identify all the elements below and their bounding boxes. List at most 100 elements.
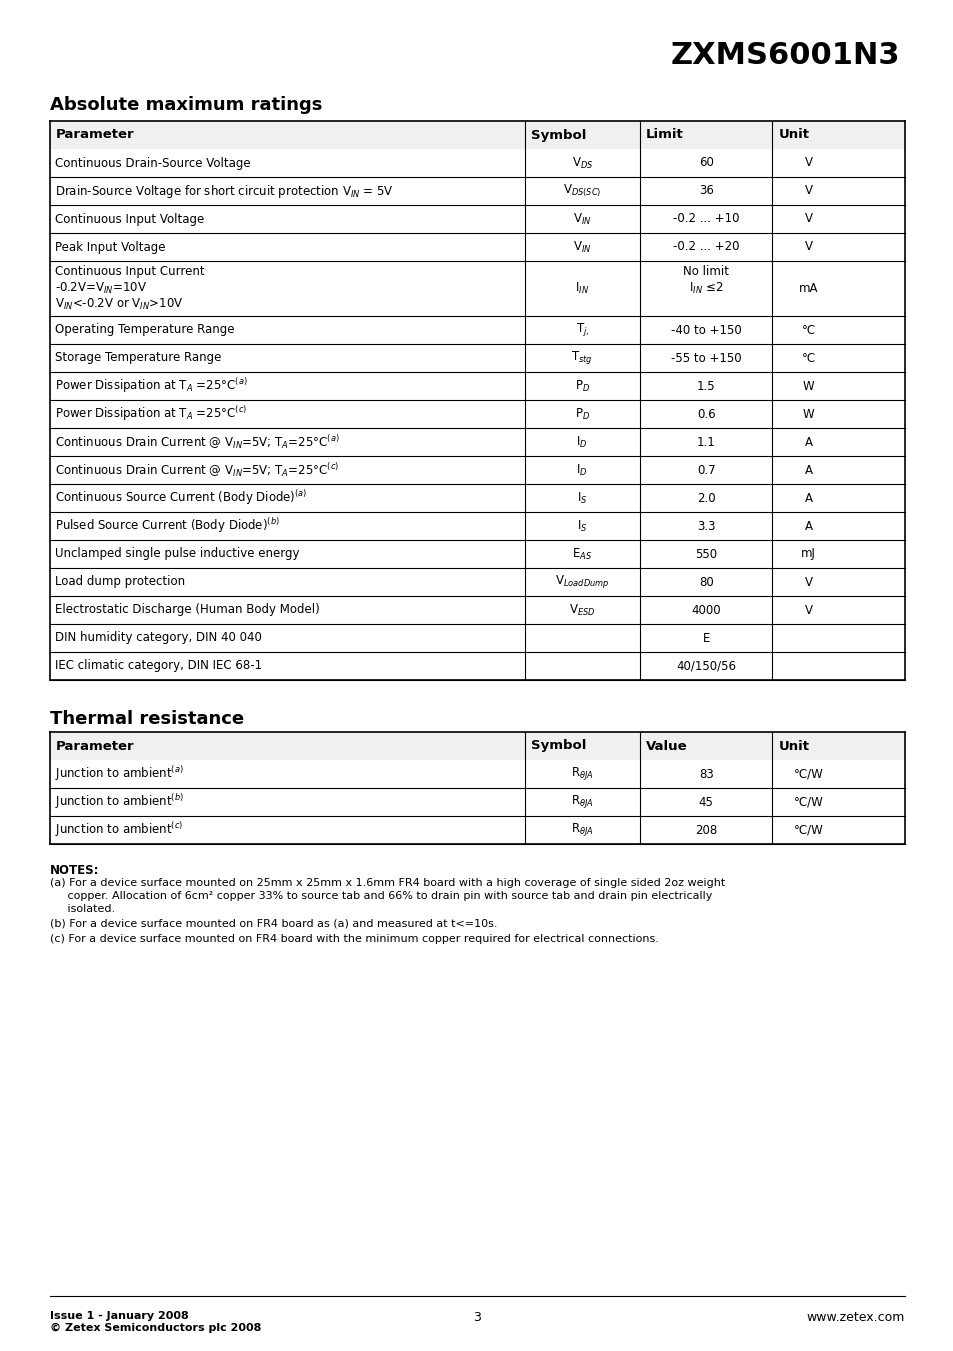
Bar: [50, 732, 904, 761]
Text: A: A: [804, 463, 812, 477]
Text: No limit: No limit: [682, 265, 728, 278]
Text: V$_{DS(SC)}$: V$_{DS(SC)}$: [562, 182, 600, 199]
Text: I$_{D}$: I$_{D}$: [576, 435, 587, 450]
Text: (a) For a device surface mounted on 25mm x 25mm x 1.6mm FR4 board with a high co: (a) For a device surface mounted on 25mm…: [50, 878, 724, 888]
Text: 1.5: 1.5: [697, 380, 715, 393]
Text: I$_{S}$: I$_{S}$: [577, 519, 587, 534]
Text: T$_{j,}$: T$_{j,}$: [575, 322, 588, 339]
Text: Junction to ambient$^{(a)}$: Junction to ambient$^{(a)}$: [55, 765, 184, 784]
Text: Junction to ambient$^{(c)}$: Junction to ambient$^{(c)}$: [55, 820, 183, 839]
Text: -0.2 ... +10: -0.2 ... +10: [672, 212, 739, 226]
Text: A: A: [804, 492, 812, 504]
Text: 0.6: 0.6: [697, 408, 715, 420]
Text: DIN humidity category, DIN 40 040: DIN humidity category, DIN 40 040: [55, 631, 262, 644]
Text: I$_{IN}$ ≤2: I$_{IN}$ ≤2: [688, 281, 722, 296]
Text: Continuous Source Current (Body Diode)$^{(a)}$: Continuous Source Current (Body Diode)$^…: [55, 489, 307, 508]
Text: E: E: [701, 631, 709, 644]
Text: Electrostatic Discharge (Human Body Model): Electrostatic Discharge (Human Body Mode…: [55, 604, 319, 616]
Text: Junction to ambient$^{(b)}$: Junction to ambient$^{(b)}$: [55, 793, 184, 812]
Text: Unit: Unit: [778, 128, 809, 142]
Text: IEC climatic category, DIN IEC 68-1: IEC climatic category, DIN IEC 68-1: [55, 659, 262, 673]
Text: Value: Value: [645, 739, 687, 753]
Text: 208: 208: [695, 824, 717, 836]
Text: V: V: [804, 576, 812, 589]
Text: (b) For a device surface mounted on FR4 board as (a) and measured at t<=10s.: (b) For a device surface mounted on FR4 …: [50, 919, 497, 929]
Text: R$_{θJA}$: R$_{θJA}$: [570, 821, 593, 839]
Text: Unit: Unit: [778, 739, 809, 753]
Text: 60: 60: [698, 157, 713, 169]
Text: Storage Temperature Range: Storage Temperature Range: [55, 351, 221, 365]
Text: V: V: [804, 604, 812, 616]
Text: mJ: mJ: [801, 547, 816, 561]
Text: 550: 550: [695, 547, 717, 561]
Text: 83: 83: [699, 767, 713, 781]
Text: Drain-Source Voltage for short circuit protection V$_{IN}$ = 5V: Drain-Source Voltage for short circuit p…: [55, 182, 394, 200]
Text: V: V: [804, 240, 812, 254]
Text: -40 to +150: -40 to +150: [670, 323, 740, 336]
Text: P$_{D}$: P$_{D}$: [574, 407, 589, 422]
Text: V$_{DS}$: V$_{DS}$: [571, 155, 593, 170]
Text: Load dump protection: Load dump protection: [55, 576, 185, 589]
Text: V: V: [804, 185, 812, 197]
Text: 4000: 4000: [691, 604, 720, 616]
Text: °C/W: °C/W: [793, 824, 822, 836]
Text: -55 to +150: -55 to +150: [670, 351, 740, 365]
Text: 36: 36: [698, 185, 713, 197]
Text: -0.2V=V$_{IN}$=10V: -0.2V=V$_{IN}$=10V: [55, 281, 147, 296]
Text: °C/W: °C/W: [793, 796, 822, 808]
Text: V: V: [804, 212, 812, 226]
Text: P$_{D}$: P$_{D}$: [574, 378, 589, 393]
Text: 40/150/56: 40/150/56: [676, 659, 736, 673]
Text: V$_{IN}$: V$_{IN}$: [573, 212, 591, 227]
Bar: [50, 122, 904, 149]
Text: Continuous Drain-Source Voltage: Continuous Drain-Source Voltage: [55, 157, 251, 169]
Text: Pulsed Source Current (Body Diode)$^{(b)}$: Pulsed Source Current (Body Diode)$^{(b)…: [55, 516, 279, 535]
Text: A: A: [804, 520, 812, 532]
Text: I$_{IN}$: I$_{IN}$: [575, 281, 589, 296]
Text: Parameter: Parameter: [56, 128, 134, 142]
Text: R$_{θJA}$: R$_{θJA}$: [570, 766, 593, 782]
Text: ZXMS6001N3: ZXMS6001N3: [670, 41, 899, 70]
Text: Operating Temperature Range: Operating Temperature Range: [55, 323, 234, 336]
Text: (c) For a device surface mounted on FR4 board with the minimum copper required f: (c) For a device surface mounted on FR4 …: [50, 934, 659, 944]
Text: I$_{S}$: I$_{S}$: [577, 490, 587, 505]
Text: Continuous Drain Current @ V$_{IN}$=5V; T$_{A}$=25°C$^{(a)}$: Continuous Drain Current @ V$_{IN}$=5V; …: [55, 434, 339, 451]
Text: W: W: [802, 408, 814, 420]
Text: NOTES:: NOTES:: [50, 865, 99, 877]
Text: T$_{stg}$: T$_{stg}$: [571, 350, 593, 366]
Text: Absolute maximum ratings: Absolute maximum ratings: [50, 96, 322, 113]
Text: -0.2 ... +20: -0.2 ... +20: [672, 240, 739, 254]
Text: V$_{IN}$<-0.2V or V$_{IN}$>10V: V$_{IN}$<-0.2V or V$_{IN}$>10V: [55, 297, 183, 312]
Text: Thermal resistance: Thermal resistance: [50, 711, 244, 728]
Text: °C: °C: [801, 351, 815, 365]
Text: 80: 80: [699, 576, 713, 589]
Text: V$_{ESD}$: V$_{ESD}$: [568, 603, 595, 617]
Text: °C/W: °C/W: [793, 767, 822, 781]
Text: E$_{AS}$: E$_{AS}$: [572, 546, 592, 562]
Text: Unclamped single pulse inductive energy: Unclamped single pulse inductive energy: [55, 547, 299, 561]
Text: W: W: [802, 380, 814, 393]
Text: 3: 3: [473, 1310, 480, 1324]
Text: Power Dissipation at T$_{A}$ =25°C$^{(c)}$: Power Dissipation at T$_{A}$ =25°C$^{(c)…: [55, 404, 247, 423]
Text: mA: mA: [799, 282, 818, 295]
Text: V$_{LoadDump}$: V$_{LoadDump}$: [555, 574, 609, 590]
Text: °C: °C: [801, 323, 815, 336]
Text: copper. Allocation of 6cm² copper 33% to source tab and 66% to drain pin with so: copper. Allocation of 6cm² copper 33% to…: [50, 892, 712, 901]
Text: I$_{D}$: I$_{D}$: [576, 462, 587, 477]
Text: isolated.: isolated.: [50, 904, 115, 915]
Text: Continuous Input Voltage: Continuous Input Voltage: [55, 212, 204, 226]
Text: A: A: [804, 435, 812, 449]
Text: V: V: [804, 157, 812, 169]
Text: V$_{IN}$: V$_{IN}$: [573, 239, 591, 254]
Text: Parameter: Parameter: [56, 739, 134, 753]
Text: Issue 1 - January 2008
© Zetex Semiconductors plc 2008: Issue 1 - January 2008 © Zetex Semicondu…: [50, 1310, 261, 1332]
Text: R$_{θJA}$: R$_{θJA}$: [570, 793, 593, 811]
Text: 3.3: 3.3: [697, 520, 715, 532]
Text: 2.0: 2.0: [697, 492, 715, 504]
Text: Power Dissipation at T$_{A}$ =25°C$^{(a)}$: Power Dissipation at T$_{A}$ =25°C$^{(a)…: [55, 377, 248, 396]
Text: 45: 45: [698, 796, 713, 808]
Text: Continuous Input Current: Continuous Input Current: [55, 265, 204, 278]
Text: Continuous Drain Current @ V$_{IN}$=5V; T$_{A}$=25°C$^{(c)}$: Continuous Drain Current @ V$_{IN}$=5V; …: [55, 461, 338, 480]
Text: Symbol: Symbol: [530, 128, 585, 142]
Text: Symbol: Symbol: [530, 739, 585, 753]
